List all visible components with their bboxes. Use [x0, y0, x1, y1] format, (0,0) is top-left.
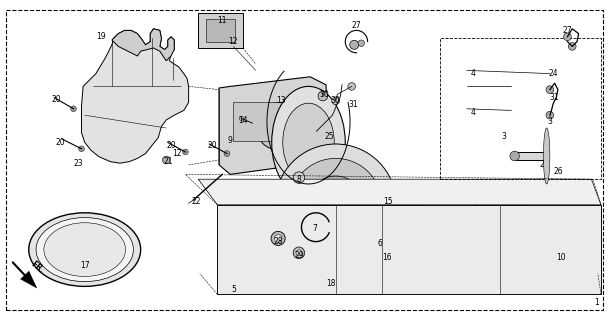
Ellipse shape	[227, 114, 248, 127]
Circle shape	[289, 158, 382, 251]
Circle shape	[79, 146, 85, 152]
Bar	[198, 13, 243, 48]
Polygon shape	[82, 29, 189, 163]
Circle shape	[271, 231, 285, 245]
Circle shape	[459, 197, 542, 280]
Circle shape	[183, 149, 188, 155]
Text: 30: 30	[331, 96, 340, 105]
Circle shape	[350, 40, 359, 49]
Polygon shape	[219, 77, 328, 174]
Circle shape	[274, 235, 282, 242]
Bar	[206, 19, 235, 42]
Bar	[515, 152, 547, 160]
Circle shape	[563, 33, 571, 41]
Text: 24: 24	[548, 69, 558, 78]
Circle shape	[296, 250, 302, 256]
Text: 9: 9	[228, 136, 233, 145]
Text: 3: 3	[547, 117, 552, 126]
Text: 10: 10	[556, 253, 566, 262]
Circle shape	[239, 116, 244, 121]
Bar	[233, 102, 284, 141]
Text: 1: 1	[594, 298, 599, 307]
Text: 7: 7	[312, 224, 317, 233]
Bar	[220, 131, 233, 144]
Text: 15: 15	[384, 197, 393, 206]
Circle shape	[358, 40, 364, 46]
Circle shape	[326, 195, 345, 214]
Text: 27: 27	[563, 26, 572, 35]
Text: 16: 16	[382, 253, 392, 262]
Ellipse shape	[36, 218, 133, 282]
Text: 20: 20	[208, 141, 217, 150]
Circle shape	[332, 97, 339, 105]
Circle shape	[353, 200, 411, 258]
Text: 13: 13	[276, 96, 286, 105]
Circle shape	[546, 111, 554, 119]
Text: 14: 14	[238, 116, 248, 124]
Text: 17: 17	[80, 261, 90, 270]
Text: 4: 4	[471, 108, 476, 116]
Text: 20: 20	[166, 141, 176, 150]
Ellipse shape	[44, 223, 125, 276]
Text: 11: 11	[217, 16, 227, 25]
Text: 25: 25	[325, 132, 334, 140]
Text: 27: 27	[351, 21, 361, 30]
Text: 4: 4	[471, 69, 476, 78]
Text: 29: 29	[294, 252, 304, 260]
Bar	[217, 205, 601, 294]
Text: 19: 19	[96, 32, 105, 41]
Text: 31: 31	[550, 93, 560, 102]
Text: 8: 8	[297, 175, 301, 184]
Circle shape	[492, 230, 509, 246]
Circle shape	[272, 118, 287, 134]
Circle shape	[373, 219, 392, 238]
Text: 31: 31	[348, 100, 358, 108]
Text: 3: 3	[501, 132, 506, 140]
Text: 26: 26	[553, 167, 563, 176]
Text: 20: 20	[56, 138, 66, 147]
Circle shape	[224, 151, 230, 156]
Text: 22: 22	[192, 197, 202, 206]
Circle shape	[348, 83, 356, 90]
Circle shape	[163, 156, 170, 164]
Ellipse shape	[511, 152, 519, 160]
Circle shape	[256, 102, 304, 150]
Text: 6: 6	[378, 239, 383, 248]
Text: 12: 12	[228, 37, 238, 46]
Ellipse shape	[543, 128, 550, 184]
Circle shape	[307, 176, 364, 234]
Circle shape	[293, 172, 304, 183]
Polygon shape	[112, 29, 174, 61]
Bar	[440, 38, 601, 179]
Text: 18: 18	[326, 279, 336, 288]
Polygon shape	[21, 271, 37, 288]
Text: FR.: FR.	[29, 259, 46, 275]
Polygon shape	[198, 179, 601, 205]
Circle shape	[318, 187, 353, 222]
Ellipse shape	[272, 86, 345, 198]
Text: 2: 2	[540, 160, 544, 169]
Circle shape	[339, 186, 425, 272]
Circle shape	[293, 247, 304, 259]
Circle shape	[546, 86, 554, 93]
Circle shape	[275, 144, 396, 266]
Text: 30: 30	[320, 90, 329, 99]
Bar	[222, 112, 253, 130]
Text: 23: 23	[74, 159, 83, 168]
Circle shape	[364, 211, 400, 246]
Text: 21: 21	[163, 157, 172, 166]
Circle shape	[264, 110, 296, 142]
Circle shape	[568, 43, 576, 50]
Circle shape	[71, 106, 76, 112]
Circle shape	[318, 91, 328, 101]
Circle shape	[475, 213, 526, 264]
Circle shape	[486, 224, 515, 253]
Text: 5: 5	[231, 285, 236, 294]
Ellipse shape	[283, 103, 334, 181]
Text: 12: 12	[173, 149, 182, 158]
Text: 28: 28	[273, 237, 283, 246]
Circle shape	[510, 151, 519, 161]
Ellipse shape	[29, 213, 141, 286]
Text: 20: 20	[51, 95, 61, 104]
